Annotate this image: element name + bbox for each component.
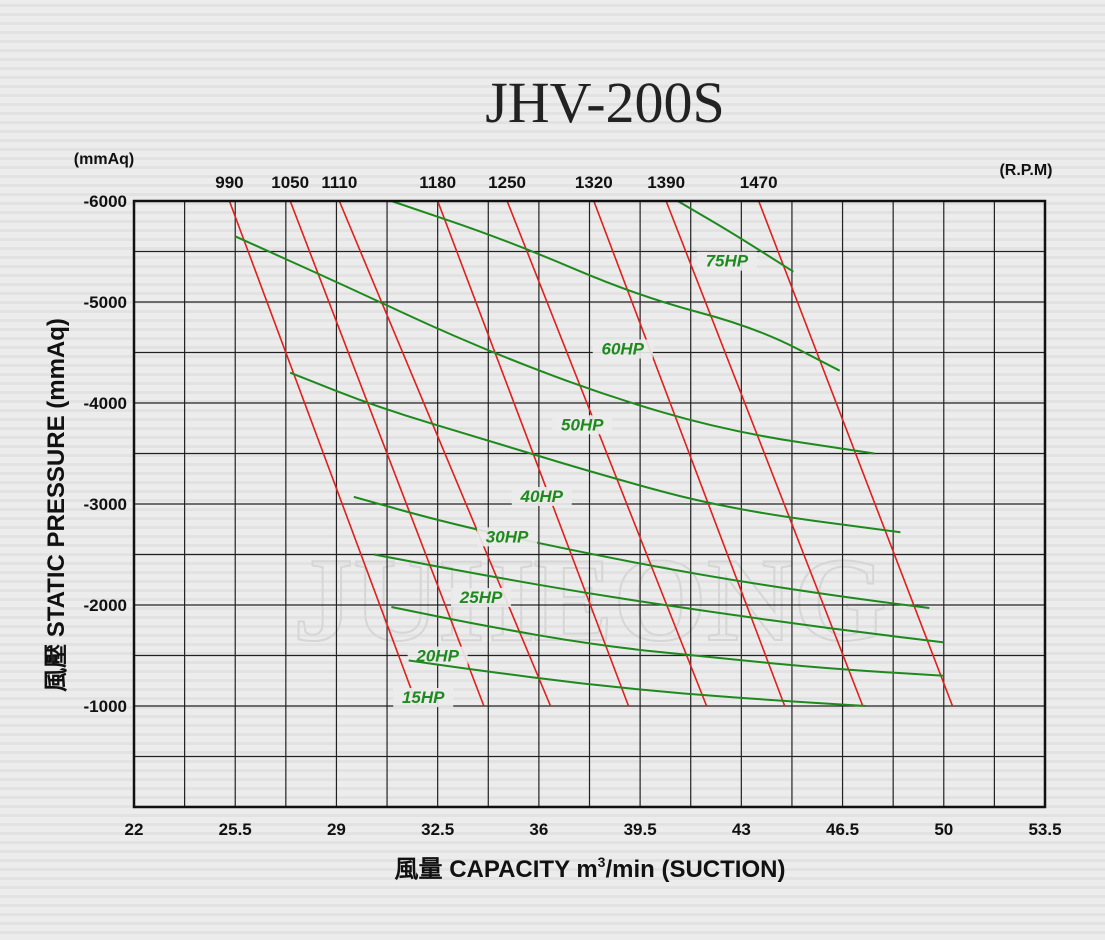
x-tick-label: 39.5 (624, 820, 657, 839)
y-unit-label: (mmAq) (74, 151, 134, 168)
rpm-label-1390: 1390 (647, 173, 685, 192)
rpm-line-1390 (665, 200, 864, 707)
hp-label-60hp: 60HP (601, 340, 644, 359)
chart-title: JHV-200S (485, 70, 725, 135)
y-tick-label: -4000 (84, 394, 127, 413)
x-tick-label: 29 (327, 820, 346, 839)
rpm-label-1180: 1180 (419, 173, 456, 192)
hp-label-bg (696, 251, 757, 271)
x-tick-label: 43 (732, 820, 751, 839)
rpm-unit-label: (R.P.M) (999, 162, 1052, 179)
x-tick-label: 25.5 (219, 820, 252, 839)
hp-label-15hp: 15HP (402, 688, 445, 707)
hp-label-bg (552, 415, 613, 435)
hp-label-bg (451, 587, 512, 607)
hp-curve-25hp (373, 553, 944, 644)
x-axis-title: 風量 CAPACITY m3/min (SUCTION) (395, 854, 786, 883)
plot-frame (132, 199, 1047, 809)
rpm-line-1110 (338, 200, 552, 707)
hp-label-25hp: 25HP (459, 588, 503, 607)
rpm-label-1250: 1250 (488, 173, 526, 192)
rpm-label-1110: 1110 (321, 173, 357, 192)
rpm-label-1320: 1320 (575, 173, 613, 192)
x-tick-label: 46.5 (826, 820, 859, 839)
hp-curve-75hp (677, 200, 794, 273)
hp-label-40hp: 40HP (520, 487, 564, 506)
rpm-line-1050 (289, 200, 485, 707)
y-tick-label: -2000 (84, 596, 127, 615)
x-tick-label: 22 (125, 820, 144, 839)
x-tick-label: 50 (934, 820, 953, 839)
hp-label-50hp: 50HP (561, 415, 604, 434)
hp-label-30hp: 30HP (486, 527, 529, 546)
x-tick-label: 36 (529, 820, 548, 839)
y-tick-label: -5000 (84, 293, 127, 312)
rpm-line-1250 (506, 200, 708, 707)
hp-curve-40hp (289, 371, 901, 534)
y-tick-label: -1000 (84, 697, 127, 716)
y-tick-label: -3000 (84, 495, 127, 514)
rpm-label-1470: 1470 (740, 173, 778, 192)
hp-label-bg (592, 339, 653, 359)
rpm-line-1320 (593, 200, 786, 707)
rpm-label-1050: 1050 (271, 173, 309, 192)
x-tick-label: 53.5 (1028, 820, 1061, 839)
hp-label-bg (477, 527, 538, 547)
rpm-label-990: 990 (215, 173, 243, 192)
hp-curve-30hp (353, 495, 930, 609)
hp-label-20hp: 20HP (415, 647, 459, 666)
hp-label-bg (393, 687, 454, 707)
y-tick-label: -6000 (84, 192, 127, 211)
hp-label-75hp: 75HP (706, 252, 749, 271)
rpm-line-990 (228, 200, 419, 707)
hp-curve-60hp (391, 200, 841, 372)
hp-curve-15hp (408, 659, 866, 707)
hp-curve-20hp (391, 606, 944, 677)
rpm-line-1470 (757, 200, 954, 707)
hp-label-bg (407, 646, 468, 666)
hp-label-bg (511, 486, 572, 506)
x-tick-label: 32.5 (421, 820, 454, 839)
hp-curve-50hp (234, 235, 875, 455)
y-axis-title: 風壓 STATIC PRESSURE (mmAq) (43, 318, 70, 692)
